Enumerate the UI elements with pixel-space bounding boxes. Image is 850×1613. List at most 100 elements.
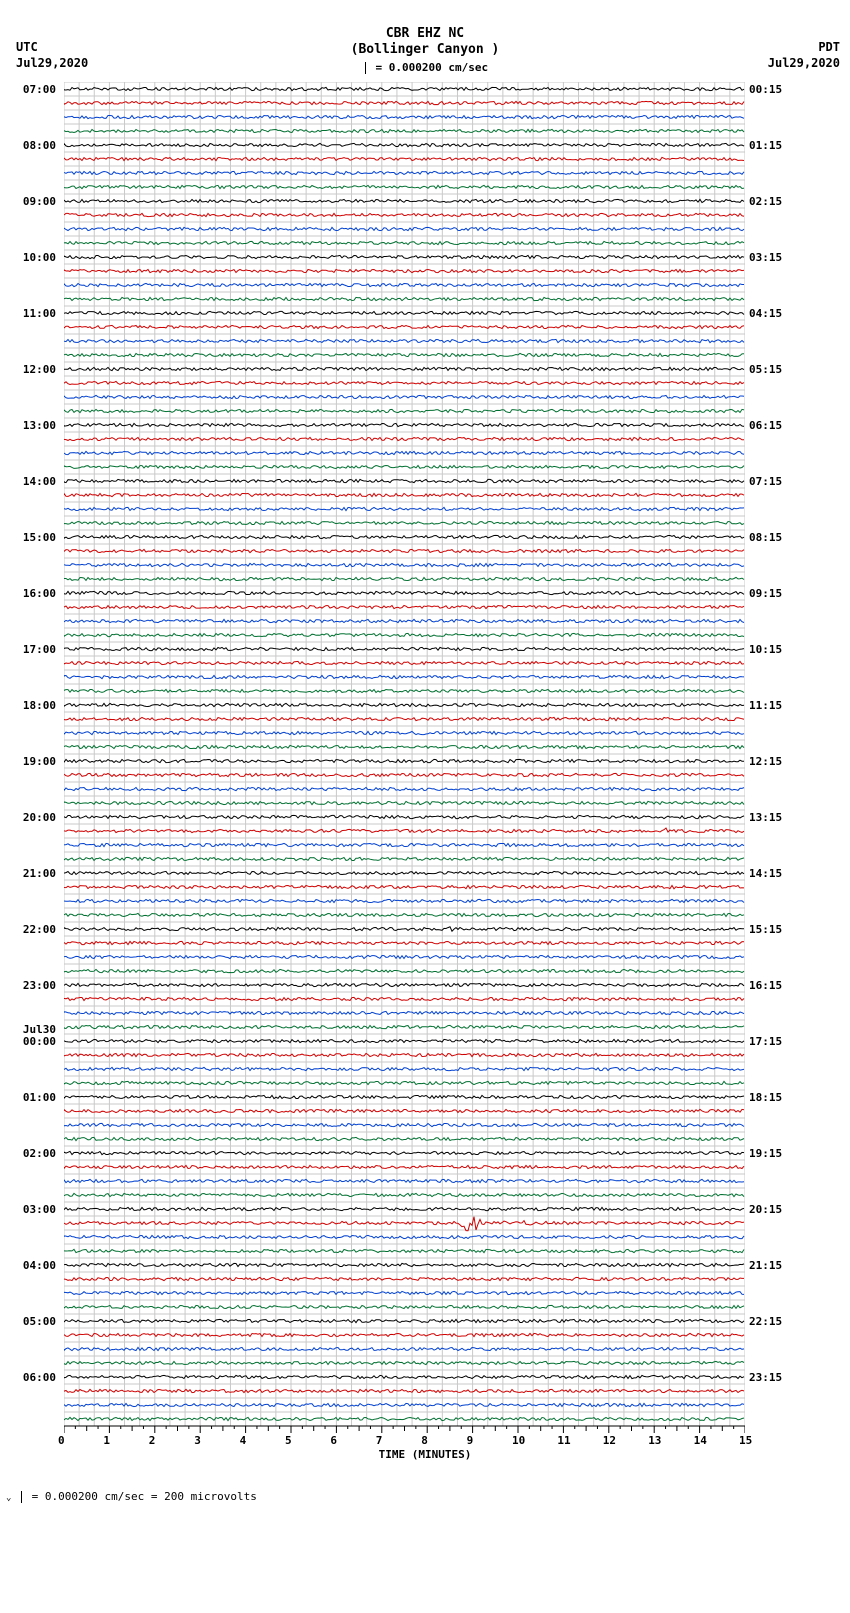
seismic-trace	[64, 927, 744, 931]
seismic-trace	[64, 1348, 744, 1351]
seismic-trace	[64, 1208, 744, 1211]
pdt-hour-label: 06:15	[749, 419, 782, 432]
seismic-trace	[64, 452, 744, 455]
utc-hour-label: 07:00	[23, 83, 56, 96]
seismic-trace	[64, 130, 744, 133]
x-tick-label: 0	[58, 1434, 65, 1447]
x-tick-label: 5	[285, 1434, 292, 1447]
seismic-trace	[64, 1292, 744, 1295]
seismic-trace	[64, 592, 744, 595]
x-tick-label: 12	[603, 1434, 616, 1447]
seismic-trace	[64, 1096, 744, 1099]
seismic-trace	[64, 326, 744, 329]
seismic-trace	[64, 298, 744, 301]
utc-hour-label: 11:00	[23, 307, 56, 320]
seismogram-plot: 07:0008:0009:0010:0011:0012:0013:0014:00…	[0, 82, 850, 1486]
seismic-trace	[64, 942, 744, 945]
seismic-trace	[64, 760, 744, 763]
seismic-trace	[64, 828, 744, 833]
seismic-trace	[64, 158, 744, 161]
pdt-hour-label: 15:15	[749, 923, 782, 936]
pdt-hour-label: 05:15	[749, 363, 782, 376]
seismic-trace	[64, 186, 744, 189]
seismic-trace	[64, 788, 744, 791]
seismic-trace	[64, 774, 744, 777]
seismic-trace	[64, 536, 744, 539]
utc-hour-label: 19:00	[23, 755, 56, 768]
seismic-trace	[64, 620, 744, 623]
tz-left-label: UTC	[16, 40, 88, 56]
pdt-hour-label: 14:15	[749, 867, 782, 880]
utc-hour-label: 22:00	[23, 923, 56, 936]
seismic-trace	[64, 466, 744, 469]
seismic-trace	[64, 732, 744, 735]
utc-hour-label: 18:00	[23, 699, 56, 712]
seismic-trace	[64, 690, 744, 693]
x-tick-label: 7	[376, 1434, 383, 1447]
x-tick-label: 14	[694, 1434, 707, 1447]
utc-hour-label: 15:00	[23, 531, 56, 544]
seismic-trace	[64, 1152, 744, 1155]
header-scale: = 0.000200 cm/sec	[0, 61, 850, 74]
utc-hour-label: 20:00	[23, 811, 56, 824]
seismic-trace	[64, 648, 744, 651]
seismic-trace	[64, 578, 744, 581]
seismic-trace	[64, 718, 744, 721]
seismic-trace	[64, 1320, 744, 1323]
scale-bar-icon	[365, 62, 366, 74]
seismic-trace	[64, 564, 744, 567]
utc-hour-label: 16:00	[23, 587, 56, 600]
seismic-trace	[64, 88, 744, 91]
pdt-hour-label: 16:15	[749, 979, 782, 992]
seismic-trace	[64, 1217, 744, 1231]
seismic-trace	[64, 1418, 744, 1421]
pdt-hour-label: 09:15	[749, 587, 782, 600]
seismic-trace	[64, 1110, 744, 1113]
x-tick-label: 1	[103, 1434, 110, 1447]
pdt-hour-label: 17:15	[749, 1035, 782, 1048]
seismic-trace	[64, 410, 744, 413]
tz-left-date: Jul29,2020	[16, 56, 88, 72]
utc-hour-label: 12:00	[23, 363, 56, 376]
chart-header: CBR EHZ NC (Bollinger Canyon ) = 0.00020…	[0, 0, 850, 74]
utc-hour-label: 04:00	[23, 1259, 56, 1272]
seismic-trace	[64, 914, 744, 917]
utc-hour-label: 02:00	[23, 1147, 56, 1160]
seismic-trace	[64, 424, 744, 427]
pdt-hour-label: 11:15	[749, 699, 782, 712]
seismic-trace	[64, 1166, 744, 1169]
x-tick-label: 13	[648, 1434, 661, 1447]
seismic-trace	[64, 116, 744, 119]
seismic-trace	[64, 1194, 744, 1197]
seismic-trace	[64, 172, 744, 175]
seismic-trace	[64, 900, 744, 903]
seismic-trace	[64, 984, 744, 987]
footer-tick-icon: ⌄	[6, 1493, 11, 1503]
seismic-trace	[64, 676, 744, 679]
seismic-trace	[64, 144, 744, 147]
seismic-trace	[64, 1264, 744, 1267]
seismic-trace	[64, 256, 744, 259]
utc-hour-label: 23:00	[23, 979, 56, 992]
x-tick-label: 11	[557, 1434, 570, 1447]
seismic-trace	[64, 368, 744, 371]
x-tick-label: 10	[512, 1434, 525, 1447]
seismic-trace	[64, 802, 744, 805]
utc-hour-label: 13:00	[23, 419, 56, 432]
seismic-trace	[64, 340, 744, 343]
station-location: (Bollinger Canyon )	[0, 42, 850, 58]
seismic-trace	[64, 1306, 744, 1309]
x-tick-label: 3	[194, 1434, 201, 1447]
pdt-hour-label: 18:15	[749, 1091, 782, 1104]
seismic-trace	[64, 1250, 744, 1253]
seismic-trace	[64, 1124, 744, 1127]
utc-hour-label: 01:00	[23, 1091, 56, 1104]
pdt-hour-label: 13:15	[749, 811, 782, 824]
seismic-trace	[64, 1138, 744, 1141]
seismic-trace	[64, 1376, 744, 1379]
seismic-trace	[64, 1068, 744, 1071]
seismic-trace	[64, 396, 744, 399]
header-scale-text: = 0.000200 cm/sec	[376, 61, 489, 74]
seismic-trace	[64, 1180, 744, 1183]
utc-hour-label: 14:00	[23, 475, 56, 488]
